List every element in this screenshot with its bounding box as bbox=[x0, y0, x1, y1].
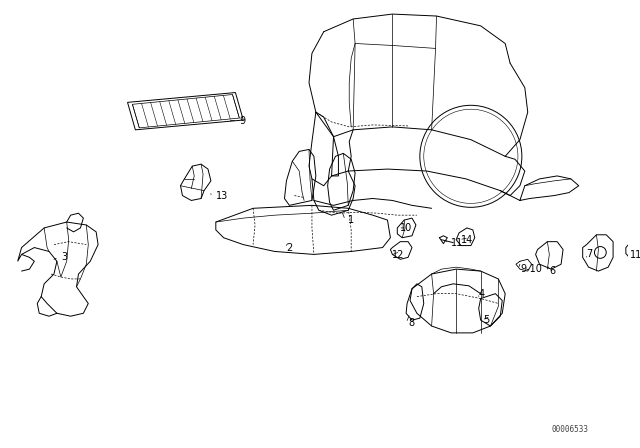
Text: 9: 9 bbox=[239, 116, 246, 126]
Text: 9-10: 9-10 bbox=[520, 264, 542, 274]
Text: 4: 4 bbox=[479, 289, 485, 299]
Text: 5: 5 bbox=[484, 315, 490, 325]
Text: 13: 13 bbox=[216, 190, 228, 201]
Text: 10: 10 bbox=[400, 223, 412, 233]
Text: 6: 6 bbox=[549, 266, 556, 276]
Text: 11: 11 bbox=[451, 237, 463, 248]
Text: 8: 8 bbox=[408, 318, 414, 328]
Text: 14: 14 bbox=[461, 235, 474, 245]
Text: 11: 11 bbox=[630, 250, 640, 260]
Text: 3: 3 bbox=[61, 252, 67, 263]
Text: 00006533: 00006533 bbox=[552, 425, 589, 434]
Text: 12: 12 bbox=[392, 250, 404, 260]
Text: 1: 1 bbox=[348, 215, 355, 225]
Text: 7: 7 bbox=[587, 250, 593, 259]
Text: 2: 2 bbox=[287, 242, 292, 253]
